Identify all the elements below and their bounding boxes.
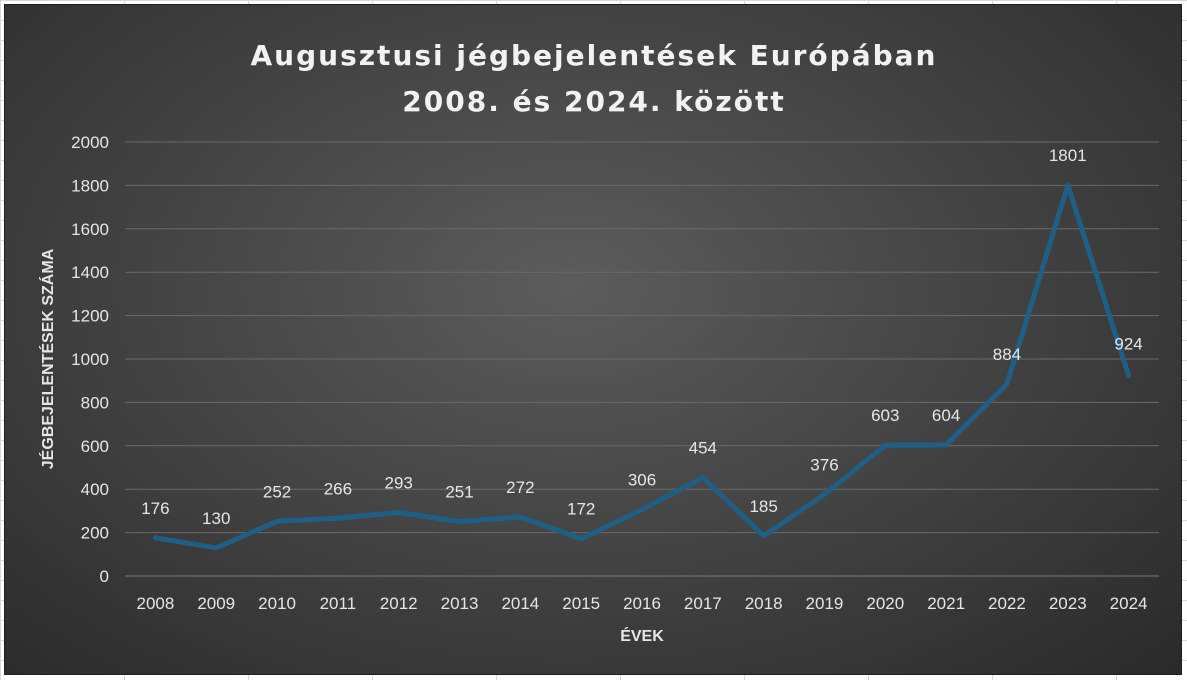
x-tick-label: 2015	[562, 594, 600, 613]
data-point	[335, 515, 341, 521]
y-tick-label: 1800	[71, 176, 109, 195]
x-tick-label: 2019	[806, 594, 844, 613]
x-tick-label: 2009	[197, 594, 235, 613]
data-label: 172	[567, 500, 595, 519]
x-tick-label: 2012	[380, 594, 418, 613]
x-tick-label: 2016	[623, 594, 661, 613]
y-tick-label: 1000	[71, 350, 109, 369]
data-label: 130	[202, 509, 230, 528]
y-tick-label: 200	[81, 524, 109, 543]
y-tick-label: 1600	[71, 220, 109, 239]
y-tick-label: 1200	[71, 307, 109, 326]
data-label: 266	[324, 479, 352, 498]
data-label: 376	[810, 455, 838, 474]
x-tick-label: 2018	[745, 594, 783, 613]
x-tick-label: 2024	[1110, 594, 1148, 613]
x-tick-label: 2022	[988, 594, 1026, 613]
y-tick-label: 0	[100, 567, 109, 586]
data-label: 251	[445, 483, 473, 502]
x-tick-label: 2017	[684, 594, 722, 613]
data-point	[213, 545, 219, 551]
data-label: 603	[871, 406, 899, 425]
data-point	[882, 442, 888, 448]
data-point	[517, 514, 523, 520]
data-point	[943, 442, 949, 448]
data-label: 272	[506, 478, 534, 497]
x-tick-label: 2020	[866, 594, 904, 613]
data-label: 176	[141, 499, 169, 518]
data-label: 454	[689, 438, 717, 457]
y-tick-label: 800	[81, 393, 109, 412]
y-tick-label: 600	[81, 437, 109, 456]
x-tick-label: 2008	[136, 594, 174, 613]
x-tick-label: 2010	[258, 594, 296, 613]
chart-title-line-2: 2008. és 2024. között	[402, 85, 786, 118]
data-label: 185	[749, 497, 777, 516]
data-label: 924	[1114, 334, 1142, 353]
data-point	[152, 535, 158, 541]
x-axis-title: ÉVEK	[620, 626, 664, 645]
x-tick-label: 2023	[1049, 594, 1087, 613]
data-label: 1801	[1049, 146, 1087, 165]
data-point	[821, 491, 827, 497]
data-point	[639, 507, 645, 513]
x-tick-label: 2021	[927, 594, 965, 613]
x-tick-label: 2013	[441, 594, 479, 613]
data-point	[1004, 381, 1010, 387]
data-label: 252	[263, 482, 291, 501]
y-tick-label: 1400	[71, 263, 109, 282]
data-point	[761, 533, 767, 539]
y-axis-title: JÉGBEJELENTÉSEK SZÁMA	[38, 248, 57, 469]
y-tick-label: 2000	[71, 133, 109, 152]
y-tick-label: 400	[81, 480, 109, 499]
data-point	[578, 536, 584, 542]
data-point	[274, 518, 280, 524]
x-tick-label: 2011	[320, 594, 357, 613]
chart-title: Augusztusi jégbejelentések Európában 200…	[5, 33, 1183, 125]
chart-title-line-1: Augusztusi jégbejelentések Európában	[250, 39, 938, 72]
line-chart: 0 200 400 600 800 1000 1200 1400 1600 1800 2000 200…	[38, 133, 1159, 645]
data-point	[1126, 372, 1132, 378]
data-label: 604	[932, 406, 960, 425]
series-line	[152, 182, 1132, 551]
data-label: 884	[993, 345, 1021, 364]
data-point	[396, 509, 402, 515]
chart-area[interactable]: Augusztusi jégbejelentések Európában 200…	[4, 4, 1182, 675]
data-point	[1065, 182, 1071, 188]
x-tick-label: 2014	[501, 594, 539, 613]
data-label: 306	[628, 471, 656, 490]
data-point	[457, 519, 463, 525]
data-label: 293	[385, 473, 413, 492]
data-point	[700, 474, 706, 480]
